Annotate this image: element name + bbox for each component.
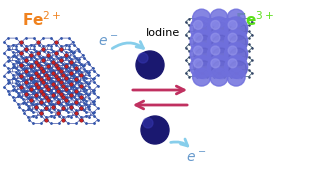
Circle shape xyxy=(229,48,247,66)
Circle shape xyxy=(211,33,220,42)
Circle shape xyxy=(225,55,248,78)
Circle shape xyxy=(210,68,228,86)
Circle shape xyxy=(212,35,230,53)
Circle shape xyxy=(228,20,237,29)
Circle shape xyxy=(229,35,247,53)
Text: Fe$^{2+}$: Fe$^{2+}$ xyxy=(22,10,62,29)
Circle shape xyxy=(211,46,220,55)
Text: Fe$^{3+}$: Fe$^{3+}$ xyxy=(235,10,275,29)
Circle shape xyxy=(141,116,169,144)
Circle shape xyxy=(210,9,228,27)
Circle shape xyxy=(190,30,213,53)
Circle shape xyxy=(193,9,211,27)
Circle shape xyxy=(229,61,247,79)
Circle shape xyxy=(225,30,248,53)
Circle shape xyxy=(229,22,247,40)
Circle shape xyxy=(207,17,230,40)
Circle shape xyxy=(194,59,203,68)
Circle shape xyxy=(207,43,230,66)
Circle shape xyxy=(195,48,213,66)
Circle shape xyxy=(190,17,213,40)
Circle shape xyxy=(225,43,248,66)
Circle shape xyxy=(143,118,153,128)
Circle shape xyxy=(138,53,148,63)
Text: Iodine: Iodine xyxy=(146,28,180,38)
Circle shape xyxy=(190,55,213,78)
Circle shape xyxy=(136,51,164,79)
Circle shape xyxy=(212,61,230,79)
Circle shape xyxy=(190,43,213,66)
Text: $e^-$: $e^-$ xyxy=(98,35,118,49)
Circle shape xyxy=(194,20,203,29)
Circle shape xyxy=(207,30,230,53)
Circle shape xyxy=(228,59,237,68)
Circle shape xyxy=(228,33,237,42)
Circle shape xyxy=(193,68,211,86)
Circle shape xyxy=(195,61,213,79)
Circle shape xyxy=(227,68,245,86)
Circle shape xyxy=(195,35,213,53)
Circle shape xyxy=(194,46,203,55)
Circle shape xyxy=(211,20,220,29)
Circle shape xyxy=(207,55,230,78)
Circle shape xyxy=(225,17,248,40)
Circle shape xyxy=(194,33,203,42)
Circle shape xyxy=(227,9,245,27)
Circle shape xyxy=(211,59,220,68)
Circle shape xyxy=(228,46,237,55)
Circle shape xyxy=(212,48,230,66)
Circle shape xyxy=(195,22,213,40)
Text: $e^-$: $e^-$ xyxy=(186,151,206,165)
Circle shape xyxy=(212,22,230,40)
